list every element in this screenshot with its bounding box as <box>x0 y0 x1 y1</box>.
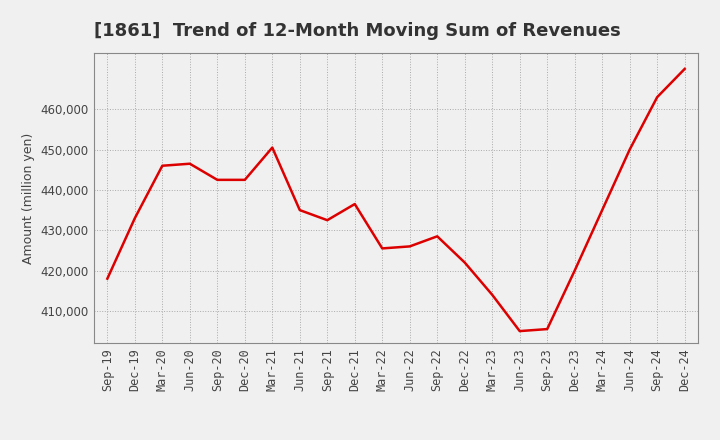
Text: [1861]  Trend of 12-Month Moving Sum of Revenues: [1861] Trend of 12-Month Moving Sum of R… <box>94 22 621 40</box>
Y-axis label: Amount (million yen): Amount (million yen) <box>22 132 35 264</box>
